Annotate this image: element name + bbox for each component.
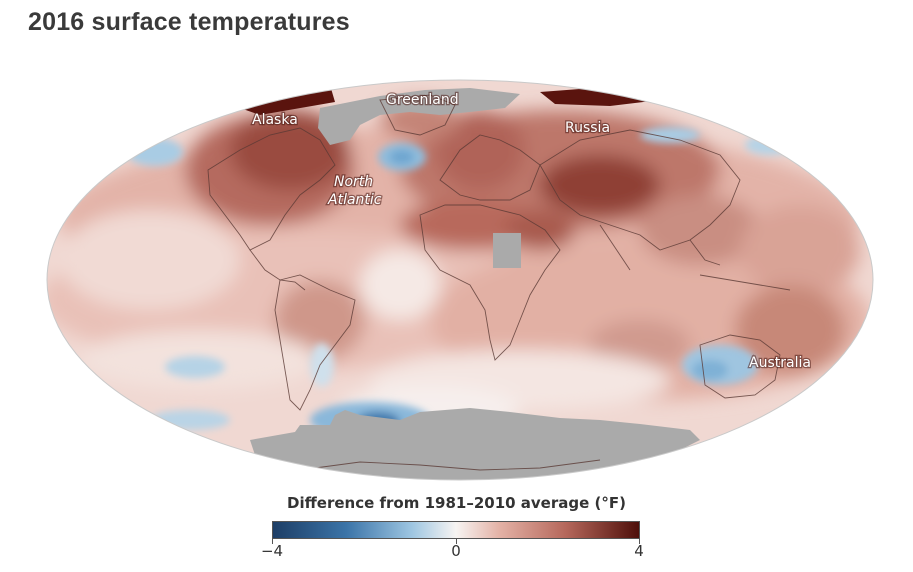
legend-tick-mid — [456, 539, 457, 544]
coastlines — [207, 94, 791, 471]
legend-label-max: 4 — [634, 542, 644, 560]
globe-outline — [46, 79, 874, 481]
no-data-regions — [250, 88, 700, 480]
label-australia: Australia — [749, 355, 811, 371]
map-body — [47, 80, 873, 480]
legend-colorbar — [272, 521, 640, 539]
label-russia: Russia — [565, 120, 610, 136]
label-north-atlantic-line1: North — [334, 174, 373, 190]
legend-tick-max — [639, 539, 640, 544]
legend-tick-min — [272, 539, 273, 544]
legend-label-mid: 0 — [451, 542, 461, 560]
chart-title: 2016 surface temperatures — [28, 8, 350, 36]
legend-title: Difference from 1981–2010 average (°F) — [287, 494, 626, 512]
legend-label-min: −4 — [260, 542, 284, 560]
label-alaska: Alaska — [252, 112, 298, 128]
label-north-atlantic-line2: Atlantic — [327, 192, 382, 208]
label-greenland: Greenland — [386, 92, 459, 108]
